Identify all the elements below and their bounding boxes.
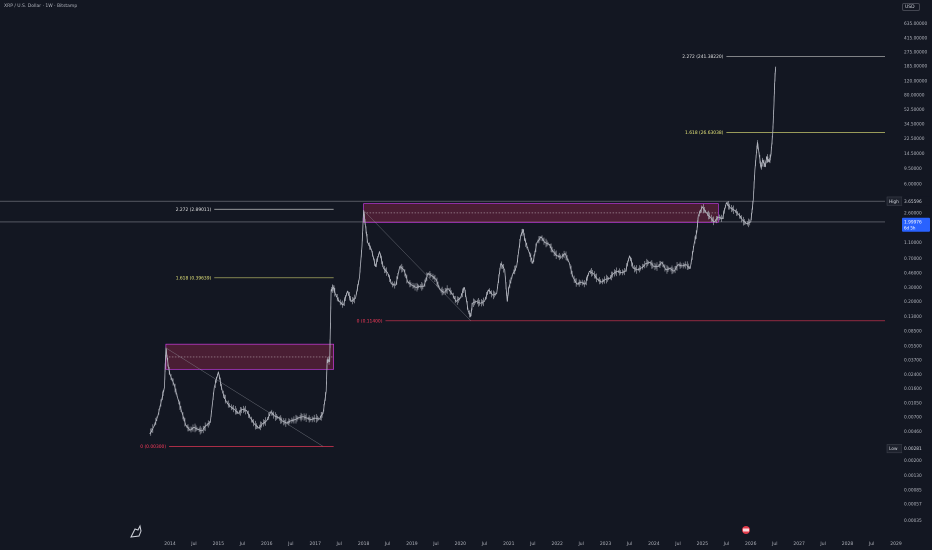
y-tick-label: 0.00057 bbox=[904, 501, 922, 507]
low-price-tag-value-bg bbox=[902, 444, 930, 453]
y-tick-label: 0.03700 bbox=[904, 357, 922, 363]
y-tick-label: 0.46000 bbox=[904, 270, 922, 276]
x-tick-label: Jul bbox=[481, 541, 487, 547]
time-axis: 2014 Jul 2015 Jul 2016 Jul 2017 Jul 2018 Jul 2019 J… bbox=[164, 541, 902, 547]
trendline[interactable] bbox=[363, 210, 471, 322]
y-tick-label: 80.00000 bbox=[904, 92, 925, 98]
x-tick-label: 2029 bbox=[890, 541, 902, 547]
x-tick-label: 2014 bbox=[164, 541, 176, 547]
tradingview-logo-icon bbox=[130, 524, 142, 538]
y-tick-label: 0.70000 bbox=[904, 256, 922, 262]
y-tick-label: 2.60000 bbox=[904, 211, 922, 217]
high-price-tag-value: 3.65596 bbox=[904, 199, 922, 205]
fib-level-label: 2.272 (241.38220) bbox=[682, 54, 723, 60]
price-line bbox=[149, 66, 777, 435]
y-tick-label: 120.00000 bbox=[904, 78, 928, 84]
zones-layer bbox=[165, 203, 719, 370]
fib-level-label: 1.618 (0.39639) bbox=[176, 275, 212, 281]
x-tick-label: Jul bbox=[723, 541, 729, 547]
high-price-tag-label: High bbox=[889, 199, 899, 205]
y-tick-label: 9.50000 bbox=[904, 166, 922, 172]
x-tick-label: 2022 bbox=[551, 541, 563, 547]
y-tick-label: 185.00000 bbox=[904, 63, 928, 69]
x-tick-label: 2023 bbox=[600, 541, 612, 547]
x-tick-label: Jul bbox=[239, 541, 245, 547]
supply-zone-box[interactable] bbox=[165, 343, 334, 370]
x-tick-label: Jul bbox=[674, 541, 680, 547]
low-price-tag-value: 0.00281 bbox=[904, 446, 922, 452]
y-tick-label: 0.30000 bbox=[904, 285, 922, 291]
x-tick-label: 2025 bbox=[697, 541, 709, 547]
x-tick-label: Jul bbox=[190, 541, 196, 547]
x-tick-label: Jul bbox=[771, 541, 777, 547]
current-price-value: 1.99976 bbox=[904, 220, 922, 226]
high-price-tag-value-bg bbox=[902, 196, 930, 206]
chart-title: XRP / U.S. Dollar · 1W · Bitstamp bbox=[4, 4, 78, 9]
horizontal-lines-layer bbox=[0, 200, 885, 223]
y-tick-label: 0.00035 bbox=[904, 518, 922, 524]
y-tick-label: 0.00460 bbox=[904, 429, 922, 435]
fib-levels-layer: 2.272 (241.38220) 1.618 (26.63038) 2.272 (… bbox=[140, 54, 885, 450]
x-tick-label: 2021 bbox=[503, 541, 515, 547]
x-tick-label: 2026 bbox=[745, 541, 757, 547]
x-tick-label: Jul bbox=[529, 541, 535, 547]
x-tick-label: 2018 bbox=[358, 541, 370, 547]
x-tick-label: 2017 bbox=[309, 541, 321, 547]
y-tick-label: 415.00000 bbox=[904, 35, 928, 41]
y-tick-label: 0.00130 bbox=[904, 473, 922, 479]
y-tick-label: 0.01600 bbox=[904, 386, 922, 392]
y-tick-label: 14.50000 bbox=[904, 151, 925, 157]
y-tick-label: 1.10000 bbox=[904, 240, 922, 246]
y-tick-label: 0.20000 bbox=[904, 299, 922, 305]
high-price-tag: High 3.65596 bbox=[886, 196, 930, 206]
y-tick-label: 0.00085 bbox=[904, 487, 922, 493]
y-tick-label: 22.50000 bbox=[904, 136, 925, 142]
x-tick-label: 2020 bbox=[455, 541, 467, 547]
fib-level-label: 2.272 (2.89011) bbox=[176, 207, 212, 213]
x-tick-label: Jul bbox=[626, 541, 632, 547]
x-tick-label: 2028 bbox=[842, 541, 854, 547]
fib-level-label: 1.618 (26.63038) bbox=[685, 130, 724, 136]
y-tick-label: 0.13000 bbox=[904, 314, 922, 320]
fib-level-label: 0 (0.00300) bbox=[140, 444, 166, 450]
x-tick-label: Jul bbox=[287, 541, 293, 547]
y-tick-label: 275.00000 bbox=[904, 50, 928, 56]
current-price-countdown: 6d 5h bbox=[904, 226, 916, 231]
currency-selector[interactable]: USD bbox=[902, 3, 920, 11]
y-tick-label: 34.50000 bbox=[904, 121, 925, 127]
y-tick-label: 0.00200 bbox=[904, 458, 922, 464]
y-tick-label: 0.02400 bbox=[904, 372, 922, 378]
y-tick-label: 635.00000 bbox=[904, 21, 928, 27]
x-tick-label: 2024 bbox=[648, 541, 660, 547]
low-price-tag: Low 0.00281 bbox=[886, 444, 930, 454]
x-tick-label: Jul bbox=[384, 541, 390, 547]
price-series-layer bbox=[149, 66, 777, 436]
fib-level-label: 0 (0.11400) bbox=[357, 318, 383, 324]
trendlines-layer bbox=[165, 210, 471, 447]
low-price-tag-label: Low bbox=[889, 446, 898, 452]
y-tick-label: 6.00000 bbox=[904, 182, 922, 188]
x-tick-label: 2016 bbox=[261, 541, 273, 547]
x-tick-label: Jul bbox=[819, 541, 825, 547]
x-tick-label: Jul bbox=[432, 541, 438, 547]
trendline[interactable] bbox=[165, 347, 324, 447]
y-tick-label: 0.00700 bbox=[904, 415, 922, 421]
y-tick-label: 0.05500 bbox=[904, 344, 922, 350]
event-flag-icon[interactable] bbox=[742, 526, 750, 534]
x-tick-label: Jul bbox=[335, 541, 341, 547]
x-tick-label: 2027 bbox=[793, 541, 805, 547]
x-tick-label: Jul bbox=[577, 541, 583, 547]
y-tick-label: 52.50000 bbox=[904, 107, 925, 113]
current-price-bg bbox=[902, 217, 930, 232]
x-tick-label: Jul bbox=[868, 541, 874, 547]
x-tick-label: 2019 bbox=[406, 541, 418, 547]
y-tick-label: 0.01050 bbox=[904, 401, 922, 407]
y-tick-label: 0.08500 bbox=[904, 329, 922, 335]
x-tick-label: 2015 bbox=[213, 541, 225, 547]
